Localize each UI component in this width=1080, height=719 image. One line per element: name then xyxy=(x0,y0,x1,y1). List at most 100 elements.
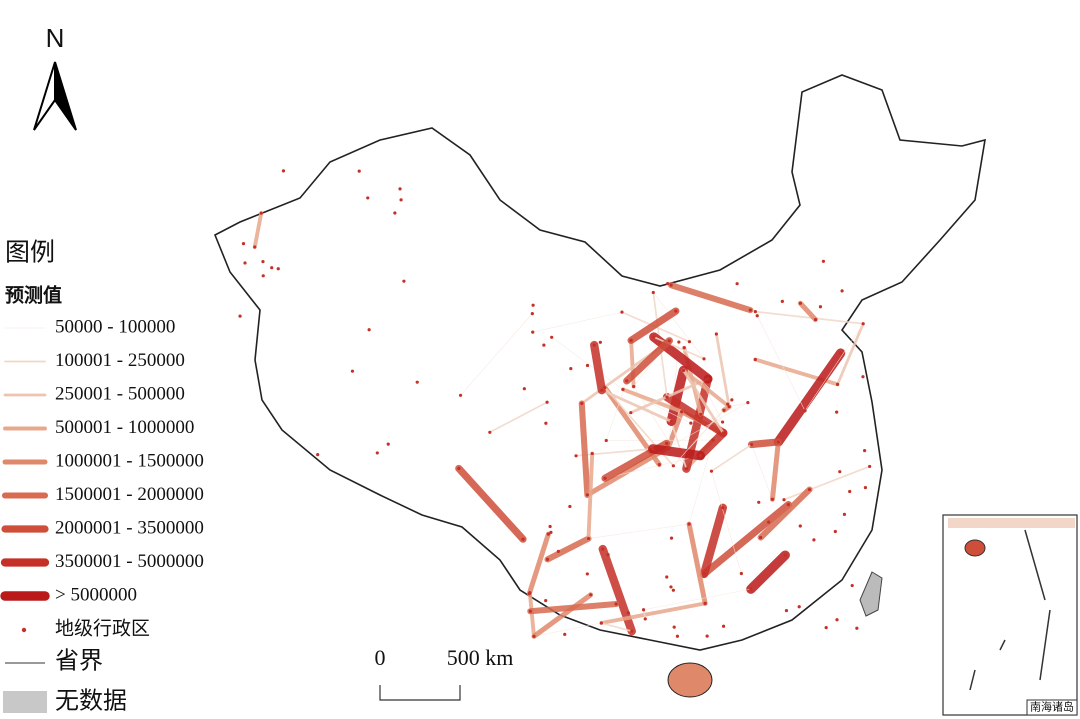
flow-line xyxy=(532,311,623,333)
flow-line xyxy=(728,402,749,407)
city-dot xyxy=(522,387,526,391)
city-dot xyxy=(755,314,759,318)
flow-line xyxy=(754,310,865,325)
city-dot xyxy=(682,346,686,350)
city-dot xyxy=(630,629,634,633)
city-dot xyxy=(675,634,680,638)
city-dot xyxy=(739,571,743,576)
city-dot xyxy=(620,310,624,314)
city-dot xyxy=(259,211,263,215)
city-dot xyxy=(669,419,673,423)
flow-line xyxy=(588,523,690,539)
city-dot xyxy=(669,283,673,287)
city-dot xyxy=(580,401,584,406)
flow-line xyxy=(652,292,705,360)
flow-line xyxy=(584,444,671,498)
flow-line xyxy=(621,387,684,414)
city-dot xyxy=(393,211,397,215)
city-dot xyxy=(782,498,786,502)
flow-line xyxy=(714,332,731,409)
city-dot xyxy=(657,463,661,467)
city-dot xyxy=(574,454,578,458)
city-dot xyxy=(835,618,839,622)
flow-line xyxy=(769,439,781,502)
flow-line xyxy=(527,590,536,639)
flow-line xyxy=(757,486,813,541)
city-dot xyxy=(652,335,656,339)
city-dot xyxy=(753,357,757,362)
city-dot xyxy=(457,466,461,471)
city-dot xyxy=(714,332,718,336)
city-dot xyxy=(651,290,655,295)
flow-line xyxy=(710,443,753,473)
city-dot xyxy=(689,421,693,425)
city-dot xyxy=(868,464,872,469)
city-dot xyxy=(838,470,842,474)
flow-line xyxy=(599,601,708,625)
city-dot xyxy=(711,438,715,442)
flow-line xyxy=(604,455,701,479)
city-dot xyxy=(861,322,865,326)
city-dot xyxy=(665,575,669,579)
legend-label: 250001 - 500000 xyxy=(55,383,185,404)
flow-line xyxy=(252,211,264,249)
city-dot xyxy=(807,487,812,492)
city-dot xyxy=(590,451,594,456)
flow-line xyxy=(673,399,733,467)
city-dot xyxy=(367,328,371,332)
flow-line xyxy=(648,444,706,461)
city-dot xyxy=(458,393,463,397)
city-label: 地级行政区 xyxy=(55,617,150,639)
city-dot xyxy=(780,299,784,304)
city-dot xyxy=(706,377,710,381)
flow-line xyxy=(668,282,754,314)
flow-line xyxy=(531,592,594,639)
inset-label: 南海诸岛 xyxy=(1030,700,1074,714)
city-dot xyxy=(550,335,554,339)
city-dot xyxy=(669,585,673,589)
city-dot xyxy=(812,538,816,542)
city-dot xyxy=(488,430,492,434)
city-dot xyxy=(702,357,706,361)
city-dot xyxy=(261,259,265,264)
flow-line xyxy=(700,501,792,578)
city-dots xyxy=(238,169,872,638)
flow-line xyxy=(783,465,871,501)
city-dot xyxy=(821,259,826,263)
city-dot xyxy=(316,453,320,457)
flow-line xyxy=(488,401,548,434)
flow-line xyxy=(746,550,790,594)
city-dot xyxy=(720,420,725,424)
flow-line xyxy=(751,444,773,500)
city-dot xyxy=(824,626,828,630)
city-dot xyxy=(548,524,552,529)
flow-line xyxy=(688,439,714,525)
flow-line xyxy=(696,428,728,460)
city-dot xyxy=(699,412,703,417)
city-dot xyxy=(546,532,550,536)
city-dot xyxy=(527,592,531,596)
flow-line xyxy=(670,420,688,470)
city-dot xyxy=(386,442,390,446)
flow-line xyxy=(586,451,595,541)
city-dot xyxy=(667,339,671,343)
flow-line xyxy=(551,337,624,390)
city-dot xyxy=(833,529,837,534)
city-dot xyxy=(350,369,355,373)
city-dot xyxy=(674,309,678,313)
city-dot xyxy=(759,535,763,540)
city-dot xyxy=(253,245,257,249)
city-dot xyxy=(643,617,647,621)
city-dot xyxy=(366,196,370,200)
flow-line xyxy=(460,313,533,396)
flow-line xyxy=(590,340,606,395)
city-dot xyxy=(629,411,633,415)
city-dot xyxy=(721,506,725,510)
city-dot xyxy=(357,169,361,173)
legend: 图例 预测值 地级行政区 省界 无数据 50000 - 100000 100001… xyxy=(0,239,204,715)
city-dot xyxy=(600,388,604,392)
city-dot xyxy=(531,330,535,334)
flow-line xyxy=(711,470,742,574)
city-dot xyxy=(722,408,726,412)
inset: 南海诸岛 xyxy=(942,514,1078,716)
